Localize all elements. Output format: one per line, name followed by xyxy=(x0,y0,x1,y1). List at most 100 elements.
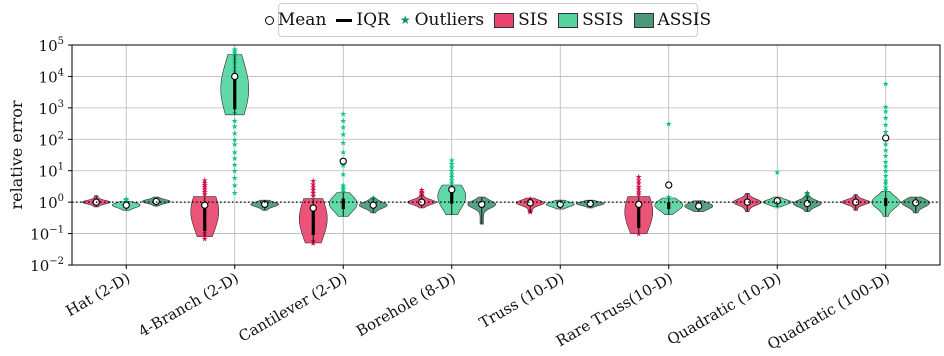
mean-marker-icon xyxy=(264,15,274,25)
outlier-star: ★ xyxy=(774,168,781,177)
iqr-line-icon xyxy=(336,18,353,22)
ssis-color-swatch xyxy=(558,12,579,28)
outlier-star: ★ xyxy=(448,176,455,185)
y-tick-label: 103 xyxy=(39,99,64,118)
outlier-star: ★ xyxy=(635,179,642,188)
outlier-star: ★ xyxy=(340,185,347,194)
outlier-star: ★ xyxy=(201,179,208,188)
outlier-star: ★ xyxy=(310,239,317,248)
outlier-star: ★ xyxy=(201,183,208,192)
outlier-star: ★ xyxy=(123,196,130,205)
outlier-star: ★ xyxy=(123,195,130,204)
y-axis-label: relative error xyxy=(7,100,26,209)
outlier-star: ★ xyxy=(635,230,642,239)
outlier-star: ★ xyxy=(448,170,455,179)
outlier-star: ★ xyxy=(882,167,889,176)
outlier-star: ★ xyxy=(310,183,317,192)
outlier-star: ★ xyxy=(882,113,889,122)
mean-marker xyxy=(586,199,594,208)
outlier-star: ★ xyxy=(310,189,317,198)
mean-marker xyxy=(122,201,130,209)
legend-sis-label: SIS xyxy=(518,10,549,30)
mean-marker xyxy=(478,200,486,209)
outlier-star: ★ xyxy=(882,176,889,185)
x-tick-label: 4-Branch (2-D) xyxy=(135,269,242,341)
outlier-star: ★ xyxy=(340,123,347,132)
legend-outliers-label: Outliers xyxy=(414,10,485,30)
outlier-star: ★ xyxy=(882,162,889,171)
outlier-star: ★ xyxy=(882,172,889,181)
legend-assis-label: ASSIS xyxy=(657,10,712,30)
mean-marker xyxy=(152,197,160,206)
outlier-star: ★ xyxy=(448,173,455,182)
outlier-star: ★ xyxy=(201,190,208,199)
violins xyxy=(82,54,930,244)
mean-marker xyxy=(231,72,239,81)
assis-color-swatch xyxy=(633,12,654,28)
outlier-star: ★ xyxy=(418,186,425,195)
legend-mean: Mean xyxy=(264,10,326,30)
mean-marker xyxy=(912,199,920,207)
mean-marker xyxy=(526,199,534,207)
outlier-star: ★ xyxy=(370,194,377,203)
outlier-star: ★ xyxy=(340,181,347,190)
outlier-star: ★ xyxy=(231,160,238,169)
outlier-star: ★ xyxy=(201,187,208,196)
outlier-star: ★ xyxy=(231,45,238,54)
outlier-star: ★ xyxy=(882,186,889,195)
mean-marker xyxy=(635,200,643,209)
outlier-star: ★ xyxy=(201,181,208,190)
outlier-star: ★ xyxy=(340,110,347,119)
outlier-star: ★ xyxy=(418,187,425,196)
plot-frame xyxy=(71,44,941,266)
outlier-star: ★ xyxy=(231,148,238,157)
mean-marker xyxy=(339,157,347,165)
mean-marker xyxy=(882,134,890,142)
outlier-star: ★ xyxy=(340,183,347,192)
outlier-star: ★ xyxy=(340,116,347,125)
y-tick-label: 10−1 xyxy=(30,225,64,244)
outlier-star: ★ xyxy=(231,122,238,131)
outlier-star: ★ xyxy=(231,167,238,176)
outlier-star: ★ xyxy=(231,47,238,56)
x-tick-label: Truss (10-D) xyxy=(476,269,567,332)
sis-color-swatch xyxy=(494,12,515,28)
y-tick-label: 10−2 xyxy=(30,256,64,275)
mean-marker xyxy=(852,198,860,206)
outlier-star: ★ xyxy=(340,170,347,179)
outlier-star: ★ xyxy=(231,174,238,183)
outlier-star: ★ xyxy=(201,234,208,243)
outlier-star: ★ xyxy=(448,159,455,168)
outlier-star: ★ xyxy=(448,167,455,176)
summary-markers xyxy=(72,54,940,244)
mean-marker xyxy=(665,181,673,189)
outlier-star: ★ xyxy=(231,135,238,144)
outlier-star: ★ xyxy=(665,119,672,128)
outlier-star: ★ xyxy=(882,183,889,192)
legend-outliers: ★ Outliers xyxy=(400,10,484,30)
mean-marker xyxy=(803,199,811,208)
outlier-star: ★ xyxy=(882,179,889,188)
outlier-star: ★ xyxy=(310,177,317,186)
mean-marker xyxy=(201,201,209,209)
mean-marker xyxy=(448,185,456,194)
outlier-star: ★ xyxy=(231,140,238,149)
x-tick-label: Cantilever (2-D) xyxy=(235,269,350,346)
outlier-star: ★ xyxy=(635,176,642,185)
outlier-star: ★ xyxy=(418,189,425,198)
legend-iqr-label: IQR xyxy=(356,10,390,30)
outlier-star: ★ xyxy=(231,189,238,198)
x-tick-label: Borehole (8-D) xyxy=(353,269,459,340)
axes xyxy=(68,44,941,269)
outlier-star: ★ xyxy=(665,193,672,202)
outlier-star: ★ xyxy=(804,189,811,198)
outlier-star: ★ xyxy=(448,179,455,188)
outlier-star: ★ xyxy=(231,154,238,163)
y-tick-label: 102 xyxy=(39,130,64,149)
outlier-star: ★ xyxy=(635,185,642,194)
outlier-star: ★ xyxy=(882,140,889,149)
mean-marker xyxy=(261,200,269,209)
outlier-star: ★ xyxy=(882,79,889,88)
outlier-star: ★ xyxy=(201,176,208,185)
